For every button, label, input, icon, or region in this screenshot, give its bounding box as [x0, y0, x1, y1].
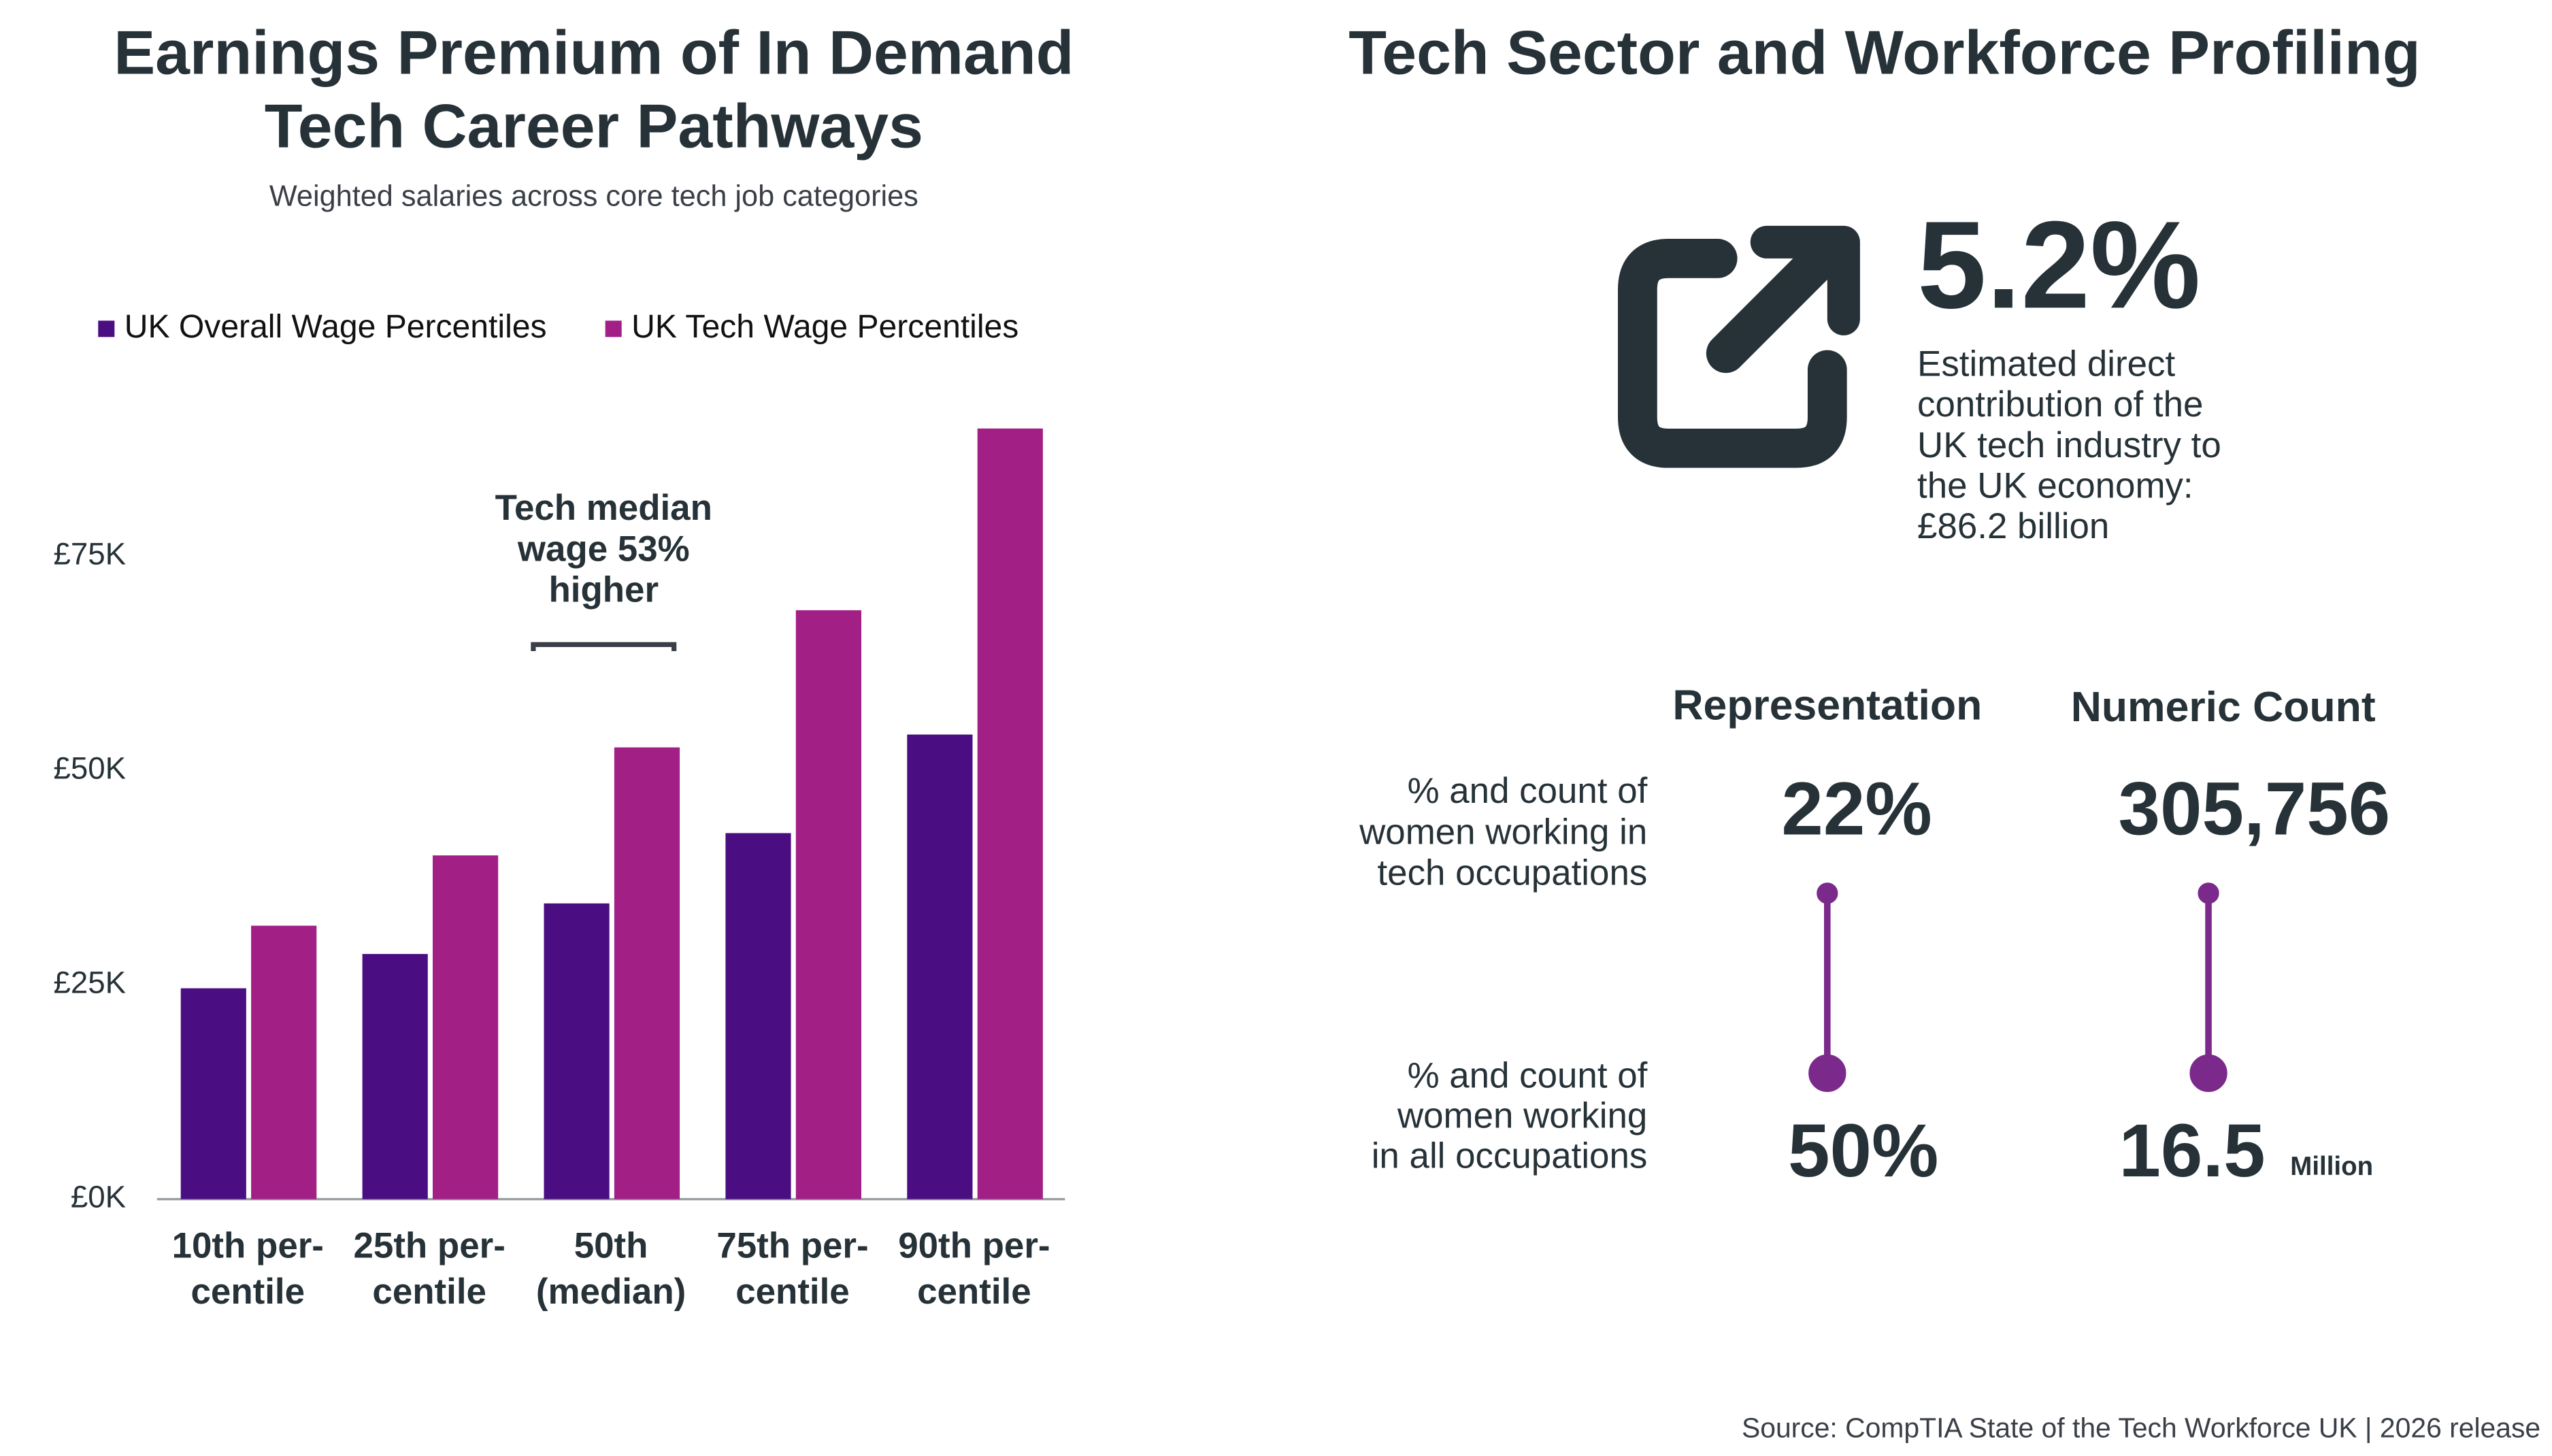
legend-label: UK Tech Wage Percentiles	[631, 308, 1018, 345]
annotation: higher	[548, 569, 659, 610]
row-label: % and count of	[1408, 771, 1648, 811]
stat-description: UK tech industry to	[1917, 425, 2221, 465]
lollipops	[1808, 882, 2227, 1092]
headline-stat: 5.2%	[1917, 195, 2201, 334]
column-header: Numeric Count	[2071, 683, 2376, 731]
bar	[977, 428, 1043, 1199]
stat-description: contribution of the	[1917, 384, 2203, 425]
x-tick-label: centile	[735, 1272, 850, 1312]
annotation: wage 53%	[517, 529, 690, 569]
row-label: women working	[1397, 1095, 1647, 1136]
row-label: women working in	[1359, 812, 1647, 852]
column-header: Representation	[1672, 682, 1982, 729]
bar	[251, 925, 317, 1199]
y-tick-label: £25K	[53, 965, 126, 1000]
x-tick-label: 50th	[574, 1226, 648, 1266]
share-value: 50%	[1788, 1109, 1938, 1193]
row-label: % and count of	[1408, 1056, 1648, 1096]
x-tick-label: centile	[191, 1272, 305, 1312]
row-label: tech occupations	[1377, 853, 1647, 893]
x-tick-label: centile	[917, 1272, 1031, 1312]
y-tick-label: £0K	[71, 1180, 126, 1214]
legend-swatch	[98, 320, 115, 337]
x-tick-label: (median)	[536, 1272, 686, 1312]
stat-description: Estimated direct	[1917, 344, 2175, 384]
section-title: Tech Sector and Workforce Profiling	[1348, 18, 2420, 87]
count-value: 305,756	[2118, 767, 2390, 851]
x-tick-label: centile	[372, 1272, 486, 1312]
x-tick-label: 90th per-	[898, 1226, 1050, 1266]
x-tick-label: 10th per-	[172, 1226, 324, 1266]
chart-title: Tech Career Pathways	[265, 92, 923, 161]
y-tick-label: £75K	[53, 537, 126, 572]
bar	[180, 988, 246, 1199]
x-tick-label: 75th per-	[716, 1226, 868, 1266]
chart-title: Earnings Premium of In Demand	[114, 18, 1074, 87]
stat-description: £86.2 billion	[1917, 506, 2109, 546]
count-unit: Million	[2290, 1152, 2373, 1181]
bar	[544, 903, 610, 1199]
y-tick-label: £50K	[53, 751, 126, 786]
legend-label: UK Overall Wage Percentiles	[125, 308, 547, 345]
annotation-bracket	[531, 642, 677, 651]
chart-subtitle: Weighted salaries across core tech job c…	[269, 180, 918, 212]
bar	[362, 954, 428, 1199]
annotation: Tech median	[495, 488, 712, 528]
stat-description: the UK economy:	[1917, 465, 2193, 506]
row-label: in all occupations	[1372, 1136, 1648, 1176]
bar	[614, 747, 680, 1199]
bar	[907, 734, 973, 1199]
bar	[795, 610, 861, 1199]
count-value: 16.5	[2119, 1109, 2265, 1193]
bar	[432, 855, 499, 1199]
bar	[725, 833, 791, 1199]
share-value: 22%	[1781, 767, 1932, 851]
source: Source: CompTIA State of the Tech Workfo…	[1742, 1412, 2540, 1443]
legend-swatch	[605, 320, 622, 337]
external-link-icon	[1618, 225, 1860, 468]
x-tick-label: 25th per-	[354, 1226, 506, 1266]
